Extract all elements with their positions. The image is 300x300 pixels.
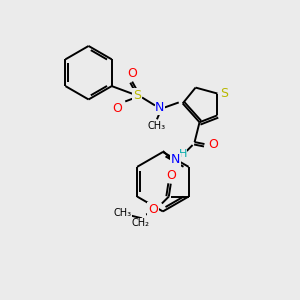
Text: O: O <box>127 67 137 80</box>
Text: CH₂: CH₂ <box>131 218 149 228</box>
Text: N: N <box>171 153 180 167</box>
Text: O: O <box>112 102 122 115</box>
Text: O: O <box>166 169 176 182</box>
Text: S: S <box>220 87 228 100</box>
Text: CH₃: CH₃ <box>113 208 131 218</box>
Text: CH₃: CH₃ <box>148 121 166 131</box>
Text: S: S <box>133 89 141 102</box>
Text: O: O <box>148 203 158 216</box>
Text: N: N <box>155 101 165 114</box>
Text: H: H <box>178 149 187 159</box>
Text: O: O <box>208 138 218 151</box>
